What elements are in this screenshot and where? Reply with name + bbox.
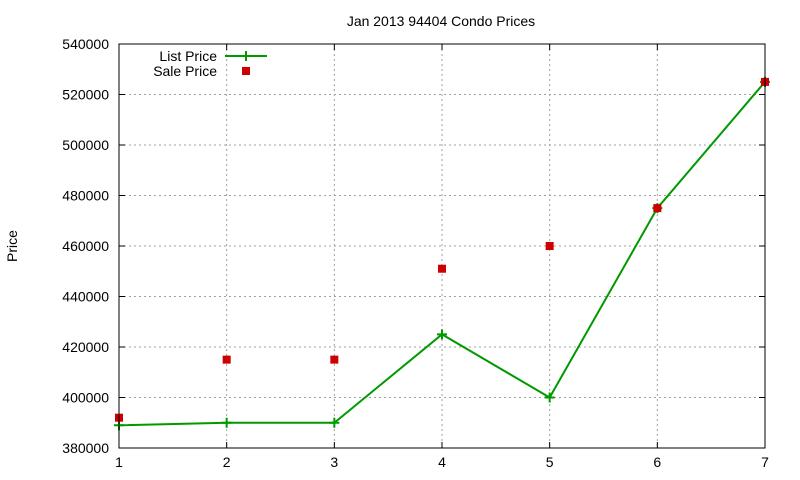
sale-price-point <box>653 204 662 213</box>
y-tick-label: 440000 <box>62 289 109 305</box>
legend-marker-list-price <box>241 51 251 61</box>
sale-price-point <box>438 264 446 273</box>
legend-label-list-price: List Price <box>159 48 217 64</box>
x-tick-label: 2 <box>223 454 231 470</box>
y-tick-label: 400000 <box>62 390 109 406</box>
y-tick-label: 420000 <box>62 339 109 355</box>
sale-price-point <box>222 355 231 364</box>
list-price-point <box>221 417 232 428</box>
chart-title: Jan 2013 94404 Condo Prices <box>347 13 535 29</box>
sale-price-point <box>330 355 339 364</box>
x-tick-label: 1 <box>115 454 123 470</box>
legend: List Price Sale Price <box>153 48 267 79</box>
y-tick-label: 380000 <box>62 440 109 456</box>
list-price-point <box>544 392 555 403</box>
list-price-point <box>437 329 447 340</box>
list-price-point <box>329 417 340 428</box>
legend-label-sale-price: Sale Price <box>153 63 217 79</box>
plot-area-frame <box>118 43 766 449</box>
x-tick-label: 6 <box>653 454 661 470</box>
x-tick-label: 4 <box>438 454 446 470</box>
y-axis-label: Price <box>4 230 20 262</box>
x-tick-label: 7 <box>761 454 769 470</box>
x-tick-label: 3 <box>330 454 338 470</box>
grid-lines <box>119 44 765 448</box>
y-tick-label: 500000 <box>62 137 109 153</box>
y-tick-label: 460000 <box>62 238 109 254</box>
x-tick-label: 5 <box>546 454 554 470</box>
axis-ticks: 1 2 3 4 5 6 7 380000 400000 420000 440000 460000 480… <box>62 36 769 470</box>
list-price-line <box>118 81 766 427</box>
y-tick-label: 480000 <box>62 188 109 204</box>
y-tick-label: 520000 <box>62 87 109 103</box>
sale-price-point <box>545 242 554 250</box>
legend-marker-sale-price <box>242 67 250 75</box>
y-tick-label: 540000 <box>62 36 109 52</box>
